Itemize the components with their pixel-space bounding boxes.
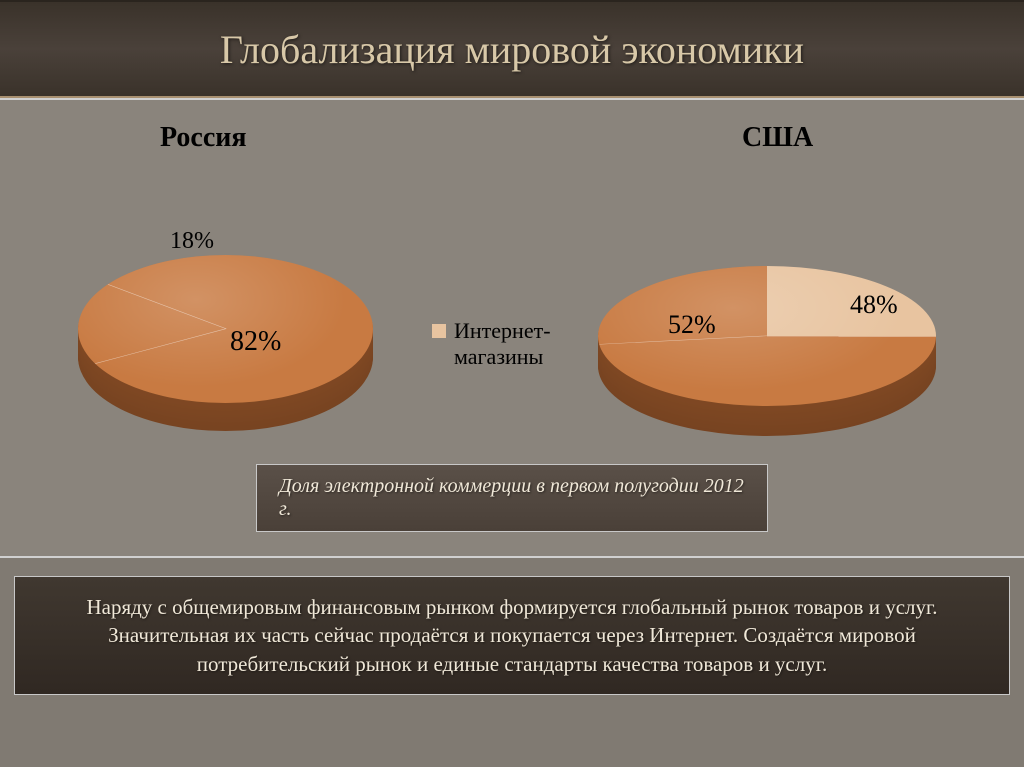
legend-text: Интернет- магазины	[454, 318, 551, 370]
pie-top-russia	[78, 255, 373, 403]
bottom-text: Наряду с общемировым финансовым рынком ф…	[86, 595, 937, 676]
bottom-text-box: Наряду с общемировым финансовым рынком ф…	[14, 576, 1010, 695]
legend: Интернет- магазины	[432, 318, 551, 370]
slice-label: 52%	[668, 310, 716, 340]
pie-label-russia: Россия	[160, 122, 247, 154]
pie-top-usa	[598, 266, 936, 406]
slice-label: 18%	[170, 228, 214, 255]
caption-box: Доля электронной коммерции в первом полу…	[256, 464, 768, 532]
chart-area: Интернет- магазины Доля электронной комм…	[0, 98, 1024, 558]
title-bar: Глобализация мировой экономики	[0, 0, 1024, 98]
slice-label: 82%	[230, 326, 281, 358]
legend-swatch	[432, 324, 446, 338]
page-title: Глобализация мировой экономики	[220, 26, 804, 73]
pie-label-usa: США	[742, 122, 813, 154]
slice-label: 48%	[850, 290, 898, 320]
caption-text: Доля электронной коммерции в первом полу…	[279, 475, 744, 520]
